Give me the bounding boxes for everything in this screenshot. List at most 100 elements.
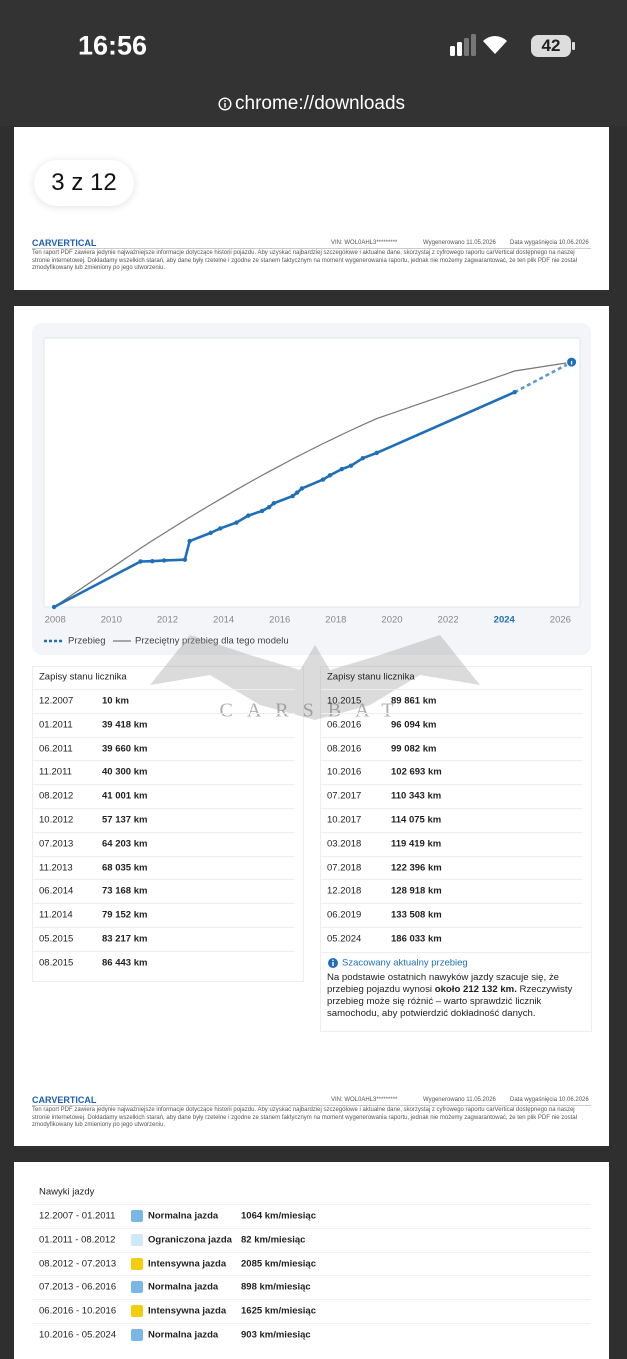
info-icon (218, 97, 232, 111)
battery-cap (572, 42, 575, 50)
watermark-bat (150, 635, 480, 720)
row-rule (32, 1251, 591, 1253)
mileage-point (218, 526, 223, 531)
row-rule (33, 784, 295, 786)
mileage-segment (53, 560, 142, 609)
mileage-point (348, 463, 354, 468)
habit-label: Ograniczona jazda (148, 1234, 232, 1246)
mileage-segment (247, 509, 263, 517)
mileage-point (138, 559, 143, 564)
mileage-segment (301, 478, 324, 490)
record-km: 99 082 km (391, 743, 437, 755)
record-date: 05.2015 (39, 933, 74, 945)
record-date: 07.2017 (327, 790, 362, 802)
expiry: Data wygaśnięcia 10.06.2026 (510, 1097, 589, 1103)
record-km: 41 001 km (102, 790, 148, 802)
mileage-point (51, 604, 57, 610)
text: Rzeczywisty przebieg może się różnić – w… (327, 984, 573, 1019)
habit-rate: 898 km/miesiąc (241, 1281, 311, 1293)
estimate-title: Szacowany aktualny przebieg (342, 957, 468, 969)
record-km: 39 660 km (102, 743, 148, 755)
footer-rule (32, 248, 591, 249)
record-date: 07.2013 (39, 838, 74, 850)
x-tick-label: 2022 (438, 615, 459, 626)
mileage-point (259, 508, 265, 514)
mileage-segment (376, 391, 516, 455)
row-rule (321, 927, 583, 928)
record-km: 89 861 km (391, 695, 437, 707)
url[interactable]: chrome://downloads (235, 93, 406, 114)
info-icon (328, 958, 338, 968)
mileage-point (150, 559, 155, 564)
expiry: Data wygaśnięcia 10.06.2026 (510, 240, 589, 246)
mileage-point (271, 501, 277, 506)
record-date: 12.2018 (327, 885, 362, 897)
estimate-text: Na podstawie ostatnich nawyków jazdy sza… (327, 972, 589, 1020)
record-km: 114 075 km (391, 814, 442, 826)
record-date: 12.2007 (39, 695, 74, 707)
record-date: 11.2013 (39, 862, 73, 874)
record-km: 40 300 km (102, 766, 148, 778)
record-date: 06.2014 (39, 885, 74, 897)
x-tick-label: 2010 (101, 615, 122, 626)
record-date: 06.2016 (327, 719, 362, 731)
habit-period: 10.2016 - 05.2024 (39, 1329, 117, 1341)
row-rule (33, 927, 295, 928)
chart: 2008 2010 2012 2014 2016 2018 2020 2022 2024 2026… (43, 337, 581, 647)
row-rule (33, 950, 295, 952)
mileage-segment (183, 540, 191, 560)
watermark: CARSBAT (219, 699, 408, 722)
record-km: 102 693 km (391, 766, 442, 778)
habit-label: Intensywna jazda (148, 1305, 227, 1317)
row-rule (32, 1204, 591, 1205)
row-rule (33, 736, 295, 738)
row-rule (33, 689, 295, 690)
mileage-segment (235, 514, 249, 524)
mileage-segment (164, 558, 185, 562)
habit-label: Normalna jazda (148, 1281, 219, 1293)
habit-rate: 903 km/miesiąc (241, 1329, 311, 1341)
disclaimer: Ten raport PDF zawiera jedynie najważnie… (32, 1107, 577, 1128)
row-rule (321, 831, 583, 833)
habit-color (131, 1233, 143, 1246)
mileage-point (327, 473, 333, 478)
record-date: 03.2018 (327, 838, 362, 850)
x-tick-label: 2020 (381, 615, 402, 626)
legend-label: Przebieg (68, 636, 106, 647)
row-rule (321, 712, 583, 714)
record-date: 10.2012 (39, 814, 74, 826)
row-rule (321, 760, 583, 762)
mileage-point (339, 466, 344, 472)
x-tick-label: 2018 (325, 615, 346, 626)
pdf-page (14, 127, 609, 290)
record-km: 133 508 km (391, 909, 442, 921)
plot-area (43, 337, 581, 608)
mileage-segment (514, 360, 573, 394)
mileage-segment (219, 521, 237, 530)
habit-color (131, 1257, 143, 1270)
x-tick-label: 2026 (550, 615, 571, 626)
habit-color (131, 1305, 143, 1318)
mileage-point (374, 450, 380, 456)
habit-period: 01.2011 - 08.2012 (39, 1234, 116, 1246)
footer-rule (32, 1105, 591, 1106)
habit-period: 12.2007 - 01.2011 (39, 1210, 116, 1222)
habit-period: 07.2013 - 06.2016 (39, 1281, 117, 1293)
habit-rate: 1625 km/miesiąc (241, 1305, 317, 1317)
brand: CARVERTICAL (32, 1095, 97, 1105)
browser-chrome (0, 0, 627, 126)
record-date: 06.2011 (39, 743, 73, 755)
mileage-segment (350, 457, 364, 467)
battery (531, 35, 571, 57)
record-km: 68 035 km (102, 862, 148, 874)
record-km: 83 217 km (102, 933, 148, 945)
row-rule (32, 1227, 591, 1229)
signal-bar (471, 34, 476, 56)
wifi-icon (483, 36, 507, 54)
record-km: 110 343 km (391, 790, 442, 802)
x-tick-label: 2016 (269, 615, 290, 626)
mileage-point (246, 513, 251, 518)
brand: CARVERTICAL (32, 238, 97, 248)
signal-bar (450, 46, 455, 56)
